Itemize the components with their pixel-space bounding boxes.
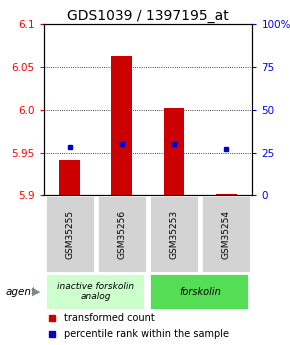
Bar [97,195,147,273]
Text: percentile rank within the sample: percentile rank within the sample [64,329,229,339]
Bar [111,56,132,195]
Text: GSM35254: GSM35254 [222,210,231,259]
Text: GSM35255: GSM35255 [65,210,74,259]
Bar [149,195,199,273]
Bar [201,195,251,273]
Text: GSM35256: GSM35256 [117,210,126,259]
Bar [216,194,237,195]
Bar [164,108,184,195]
Bar [45,273,145,310]
Bar [45,195,95,273]
Text: transformed count: transformed count [64,313,155,323]
Text: ▶: ▶ [32,287,40,297]
Text: inactive forskolin
analog: inactive forskolin analog [57,282,134,302]
Text: agent: agent [6,287,36,297]
Bar [59,160,80,195]
Title: GDS1039 / 1397195_at: GDS1039 / 1397195_at [67,9,229,23]
Text: forskolin: forskolin [179,287,221,297]
Text: GSM35253: GSM35253 [169,210,179,259]
Bar [149,273,249,310]
